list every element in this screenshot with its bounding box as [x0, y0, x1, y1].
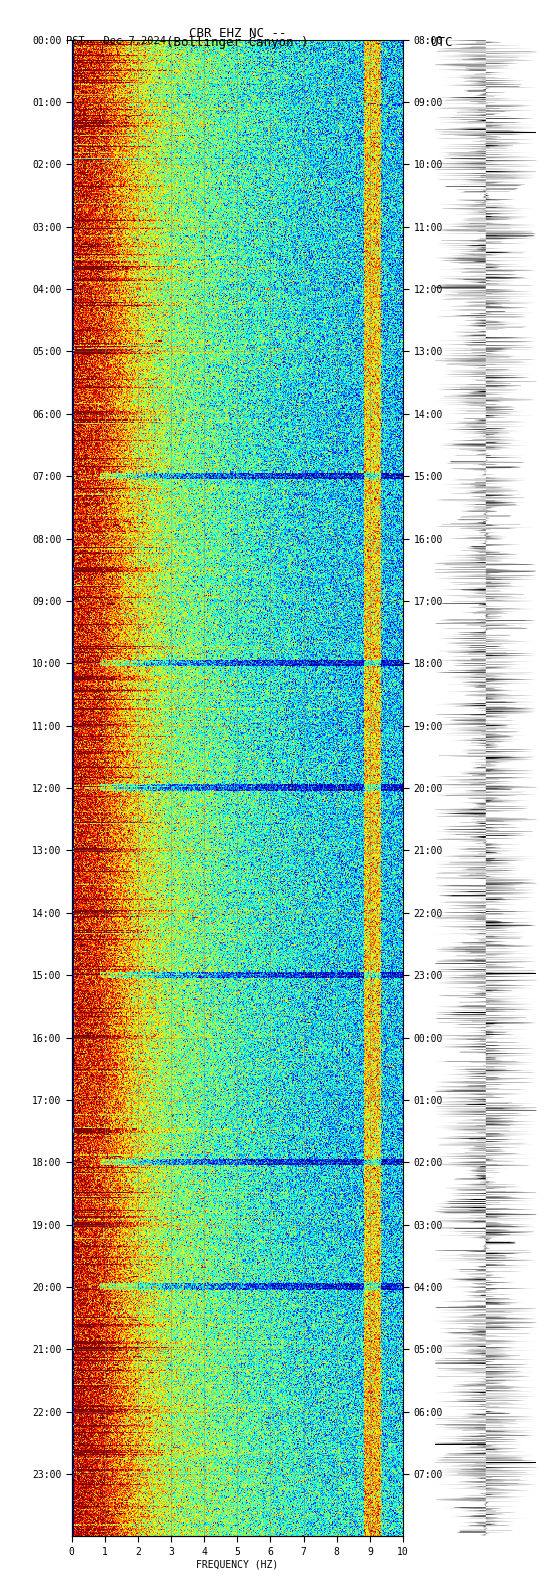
X-axis label: FREQUENCY (HZ): FREQUENCY (HZ): [196, 1560, 279, 1570]
Text: PST   Dec 7,2024: PST Dec 7,2024: [66, 36, 166, 46]
Text: UTC: UTC: [431, 36, 453, 49]
Text: (Bollinger Canyon ): (Bollinger Canyon ): [166, 36, 309, 49]
Text: CBR EHZ NC --: CBR EHZ NC --: [189, 27, 286, 40]
